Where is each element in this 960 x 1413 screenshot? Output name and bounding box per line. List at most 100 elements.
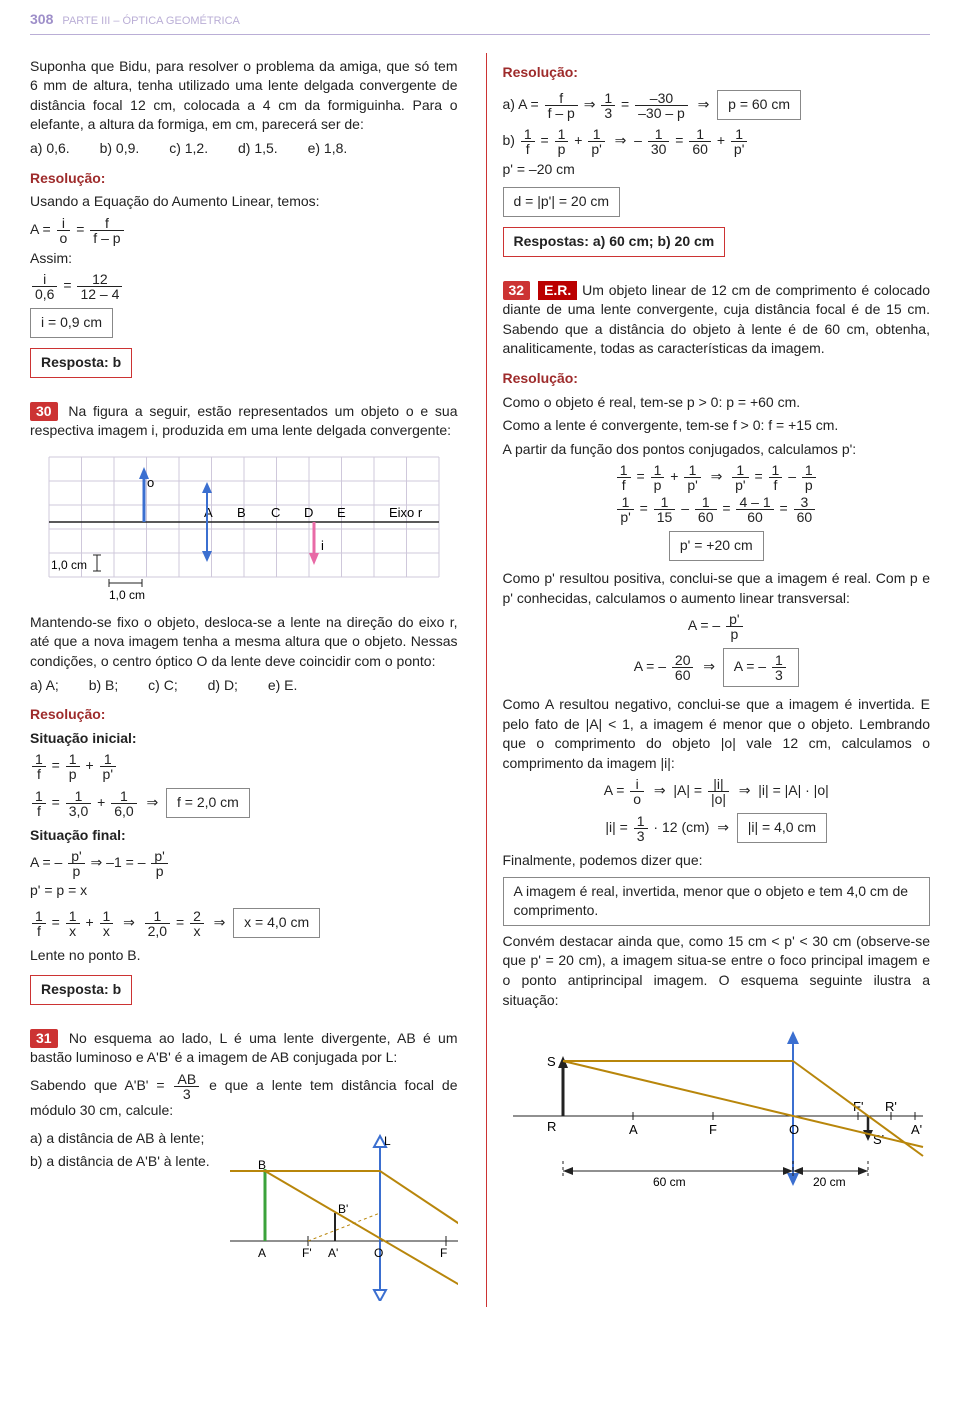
q30-opt-e: e) E.: [268, 676, 298, 696]
q30-lente: Lente no ponto B.: [30, 946, 458, 966]
q32-eq4: A = – 2060 ⇒ A = – 13: [503, 644, 931, 691]
q31-cond: Sabendo que A'B' = AB3 e que a lente tem…: [30, 1072, 458, 1121]
q30-eq4: 1f = 1x + 1x ⇒ 12,0 = 2x ⇒ x = 4,0 cm: [30, 904, 458, 942]
q29-resol-heading: Resolução:: [30, 169, 458, 189]
svg-text:o: o: [147, 475, 154, 490]
q30-opt-d: d) D;: [208, 676, 238, 696]
svg-text:D: D: [304, 505, 313, 520]
q32-eq2: 1p' = 115 – 160 = 4 – 160 = 360: [503, 495, 931, 524]
svg-text:B: B: [237, 505, 246, 520]
right-column: Resolução: a) A = ff – p ⇒ 13 = –30–30 –…: [486, 53, 931, 1307]
q31-diagram: L A B A' B' F' O F: [230, 1131, 457, 1301]
q32-r1: Como o objeto é real, tem-se p > 0: p = …: [503, 393, 931, 413]
svg-text:B: B: [258, 1158, 266, 1172]
q32-r3: A partir da função dos pontos conjugados…: [503, 440, 931, 460]
q32-stem: 32E.R. Um objeto linear de 12 cm de comp…: [503, 281, 931, 359]
q29-result-box: i = 0,9 cm: [30, 308, 113, 338]
svg-text:S': S': [873, 1132, 884, 1147]
q30-eq3: A = – p'p ⇒ –1 = – p'p: [30, 849, 458, 878]
q32-r6: Convém destacar ainda que, como 15 cm < …: [503, 932, 931, 1010]
q30-opt-c: c) C;: [148, 676, 178, 696]
q29-eq2: i0,6 = 1212 – 4: [30, 272, 458, 301]
q31-eq-a: a) A = ff – p ⇒ 13 = –30–30 – p ⇒ p = 60…: [503, 86, 931, 124]
svg-text:A: A: [629, 1122, 638, 1137]
q29-opt-e: e) 1,8.: [308, 139, 348, 159]
er-badge: E.R.: [538, 281, 577, 301]
q31-eq-b: b) 1f = 1p + 1p' ⇒ – 130 = 160 + 1p': [503, 127, 931, 156]
left-column: Suponha que Bidu, para resolver o proble…: [30, 53, 458, 1307]
q32-final: Finalmente, podemos dizer que:: [503, 851, 931, 871]
q30-diagram: o A B C D E i Eixo r 1,0 cm 1,0 cm: [39, 447, 449, 607]
q31-a-prefix: a) A =: [503, 96, 543, 112]
svg-text:1,0 cm: 1,0 cm: [51, 558, 87, 572]
q31-resol-heading: Resolução:: [503, 63, 931, 83]
q32-eq1: 1f = 1p + 1p' ⇒ 1p' = 1f – 1p: [503, 463, 931, 492]
q29-opt-c: c) 1,2.: [169, 139, 208, 159]
q31-number: 31: [30, 1029, 58, 1049]
page-header: 308 PARTE III – ÓPTICA GEOMÉTRICA: [30, 10, 930, 35]
q31-d-box: d = |p'| = 20 cm: [503, 187, 621, 217]
q30-sit2: Situação final:: [30, 826, 458, 846]
q29-assim: Assim:: [30, 249, 458, 269]
q29-opt-b: b) 0,9.: [100, 139, 140, 159]
q30-resol-heading: Resolução:: [30, 705, 458, 725]
q29-options: a) 0,6. b) 0,9. c) 1,2. d) 1,5. e) 1,8.: [30, 139, 458, 159]
q30-opt-a: a) A;: [30, 676, 59, 696]
q30-eq1: 1f = 1p + 1p': [30, 752, 458, 781]
svg-text:F: F: [440, 1246, 447, 1260]
svg-text:F': F': [302, 1246, 312, 1260]
page-number: 308: [30, 11, 53, 27]
q30-eq3b: p' = p = x: [30, 881, 458, 901]
q31-pprime: p' = –20 cm: [503, 160, 931, 180]
q29-answer-box: Resposta: b: [30, 348, 132, 378]
svg-text:1,0 cm: 1,0 cm: [109, 588, 145, 602]
q30-sit1: Situação inicial:: [30, 729, 458, 749]
q30-opt-b: b) B;: [89, 676, 119, 696]
q31-answers-box: Respostas: a) 60 cm; b) 20 cm: [503, 227, 726, 257]
q30-options: a) A; b) B; c) C; d) D; e) E.: [30, 676, 458, 696]
svg-text:i: i: [321, 538, 324, 553]
svg-text:O: O: [374, 1246, 383, 1260]
svg-text:R: R: [547, 1119, 556, 1134]
svg-text:Eixo r: Eixo r: [389, 505, 423, 520]
svg-text:A: A: [204, 505, 213, 520]
q31-answers: Respostas: a) 60 cm; b) 20 cm: [514, 233, 715, 249]
svg-text:20 cm: 20 cm: [813, 1175, 846, 1189]
q30-number: 30: [30, 402, 58, 422]
svg-text:60 cm: 60 cm: [653, 1175, 686, 1189]
q32-conclusion-box: A imagem é real, invertida, menor que o …: [503, 877, 931, 926]
q32-r4: Como p' resultou positiva, conclui-se qu…: [503, 569, 931, 608]
q31-b-prefix: b): [503, 132, 519, 148]
q31-a: a) a distância de AB à lente;: [30, 1129, 222, 1149]
q32-r2: Como a lente é convergente, tem-se f > 0…: [503, 416, 931, 436]
q31-b: b) a distância de A'B' à lente.: [30, 1152, 222, 1172]
svg-text:O: O: [789, 1122, 799, 1137]
q32-eq5: A = io ⇒ |A| = |i||o| ⇒ |i| = |A| · |o|: [503, 777, 931, 806]
q32-pprime-box: p' = +20 cm: [669, 531, 764, 561]
q32-A-box: A = – 13: [723, 648, 799, 687]
q29-text: Suponha que Bidu, para resolver o proble…: [30, 57, 458, 135]
svg-text:A': A': [328, 1246, 338, 1260]
q31-row: a) a distância de AB à lente; b) a distâ…: [30, 1125, 458, 1307]
svg-text:C: C: [271, 505, 280, 520]
two-column-layout: Suponha que Bidu, para resolver o proble…: [30, 53, 930, 1307]
q29-answer: Resposta: b: [41, 354, 121, 370]
section-title: PARTE III – ÓPTICA GEOMÉTRICA: [62, 15, 239, 27]
svg-text:R': R': [885, 1099, 897, 1114]
q30-stem: 30 Na figura a seguir, estão representad…: [30, 402, 458, 441]
svg-text:A': A': [911, 1122, 922, 1137]
q32-i-box: |i| = 4,0 cm: [737, 813, 827, 843]
q29-opt-a: a) 0,6.: [30, 139, 70, 159]
q30-answer: Resposta: b: [41, 981, 121, 997]
q32-r5: Como A resultou negativo, conclui-se que…: [503, 695, 931, 773]
q29-resol-line1: Usando a Equação do Aumento Linear, temo…: [30, 192, 458, 212]
q30-answer-box: Resposta: b: [30, 975, 132, 1005]
q32-resol-heading: Resolução:: [503, 369, 931, 389]
q32-diagram: S R S' A F O F' R' A' 60 cm 20 cm: [503, 1016, 933, 1191]
svg-text:S: S: [547, 1054, 556, 1069]
q32-number: 32: [503, 281, 531, 301]
q29-opt-d: d) 1,5.: [238, 139, 278, 159]
q31-text: No esquema ao lado, L é uma lente diverg…: [30, 1030, 458, 1066]
svg-text:A: A: [258, 1246, 266, 1260]
q31-stem: 31 No esquema ao lado, L é uma lente div…: [30, 1029, 458, 1068]
